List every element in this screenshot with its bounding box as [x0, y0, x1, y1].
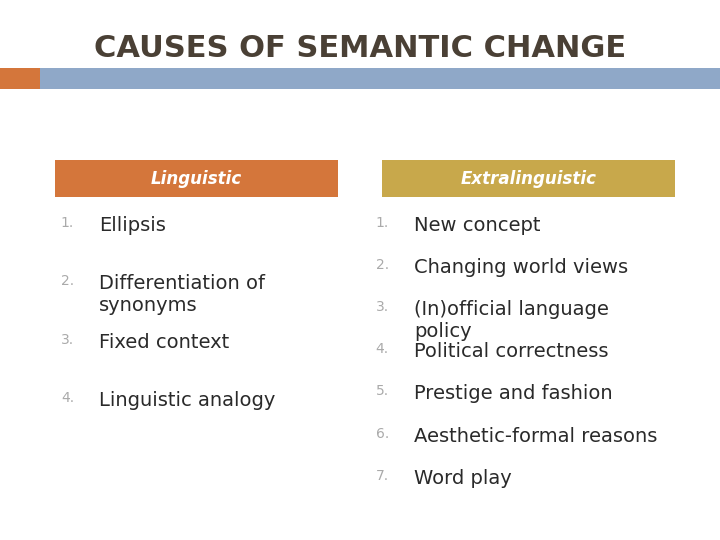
Text: Word play: Word play — [414, 469, 512, 488]
Text: Linguistic analogy: Linguistic analogy — [99, 391, 276, 410]
Text: Linguistic: Linguistic — [150, 170, 242, 188]
Bar — [0, 68, 720, 89]
Text: 1.: 1. — [61, 216, 74, 230]
Text: Aesthetic-formal reasons: Aesthetic-formal reasons — [414, 427, 657, 446]
Text: CAUSES OF SEMANTIC CHANGE: CAUSES OF SEMANTIC CHANGE — [94, 34, 626, 63]
Text: (In)official language
policy: (In)official language policy — [414, 300, 609, 341]
Text: 2.: 2. — [376, 258, 389, 272]
Text: 3.: 3. — [376, 300, 389, 314]
Text: 4.: 4. — [61, 391, 74, 405]
Text: New concept: New concept — [414, 216, 541, 235]
Text: Political correctness: Political correctness — [414, 342, 608, 361]
Text: 2.: 2. — [61, 274, 74, 288]
Text: Extralinguistic: Extralinguistic — [461, 170, 596, 188]
Text: 4.: 4. — [376, 342, 389, 356]
Bar — [382, 160, 675, 197]
Text: 6.: 6. — [376, 427, 389, 441]
Bar — [55, 160, 338, 197]
Text: 1.: 1. — [376, 216, 389, 230]
Text: Ellipsis: Ellipsis — [99, 216, 166, 235]
Bar — [0, 68, 40, 89]
Text: Changing world views: Changing world views — [414, 258, 628, 277]
Text: Prestige and fashion: Prestige and fashion — [414, 384, 613, 403]
Text: 7.: 7. — [376, 469, 389, 483]
Text: Differentiation of
synonyms: Differentiation of synonyms — [99, 274, 266, 315]
Text: 5.: 5. — [376, 384, 389, 399]
Text: Fixed context: Fixed context — [99, 333, 230, 352]
Text: 3.: 3. — [61, 333, 74, 347]
